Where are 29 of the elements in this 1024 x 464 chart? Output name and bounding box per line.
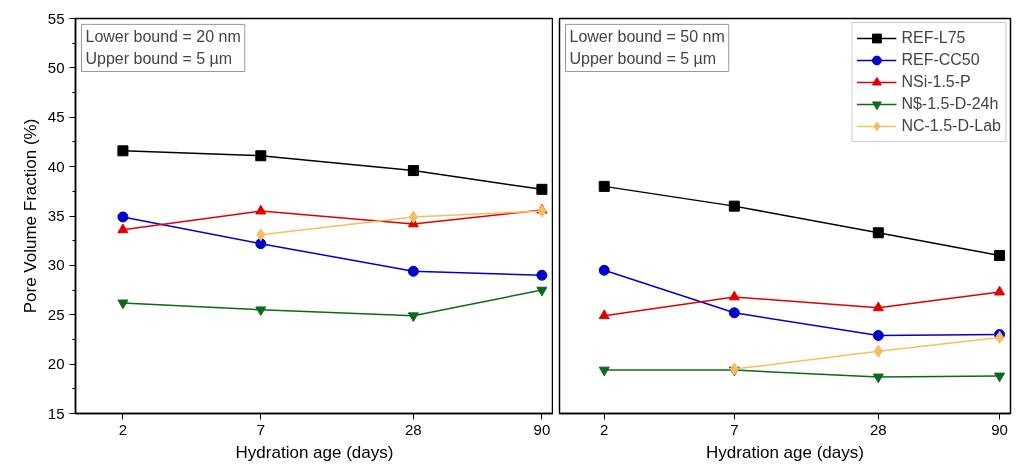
legend-label: N$-1.5-D-24h (901, 94, 999, 114)
x-tick-label: 90 (533, 420, 551, 438)
x-tick-label: 90 (991, 420, 1008, 438)
legend-label: NSi-1.5-P (901, 72, 971, 92)
x-tick-label: 28 (405, 420, 422, 438)
y-tick-label: 30 (47, 256, 65, 274)
x-axis-title: Hydration age (days) (706, 442, 864, 462)
annotation: Upper bound = 5 µm (569, 50, 717, 68)
y-tick-label: 25 (47, 305, 65, 323)
legend-label: REF-CC50 (901, 50, 980, 70)
x-tick-label: 7 (256, 420, 265, 438)
x-tick-label: 2 (600, 420, 609, 438)
x-tick-label: 2 (118, 420, 128, 438)
y-tick-label: 55 (47, 9, 65, 27)
y-tick-label: 40 (47, 157, 65, 175)
x-tick-label: 7 (730, 420, 739, 438)
y-tick-label: 50 (47, 58, 65, 76)
annotation: Lower bound = 50 nm (569, 28, 725, 46)
annotation: Lower bound = 20 nm (85, 28, 241, 46)
y-tick-label: 20 (47, 355, 65, 373)
y-axis-title: Pore Volume Fraction (%) (20, 118, 40, 314)
legend-label: REF-L75 (901, 28, 966, 48)
legend-label: NC-1.5-D-Lab (901, 116, 1001, 136)
x-axis-title: Hydration age (days) (235, 442, 394, 462)
x-tick-label: 28 (869, 420, 887, 438)
y-tick-label: 35 (47, 207, 65, 224)
y-tick-label: 15 (47, 404, 65, 422)
y-tick-label: 45 (47, 108, 65, 126)
annotation: Upper bound = 5 µm (85, 50, 233, 68)
